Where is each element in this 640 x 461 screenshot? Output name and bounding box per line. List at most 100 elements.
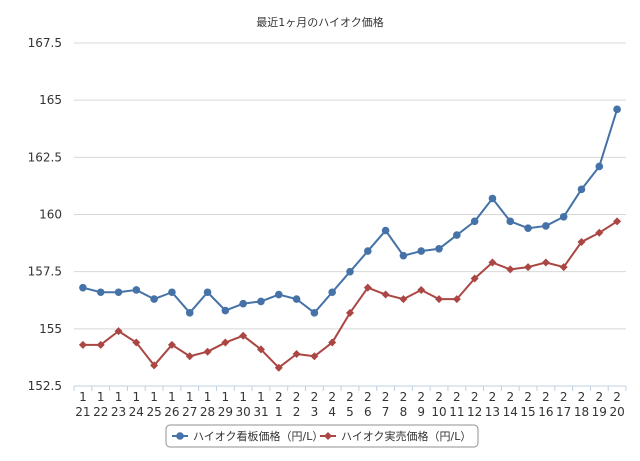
x-tick-label-month: 2 xyxy=(328,390,336,404)
x-tick-label-day: 15 xyxy=(520,405,535,419)
x-tick-label-day: 13 xyxy=(485,405,500,419)
x-tick-label-month: 2 xyxy=(382,390,390,404)
x-tick-label-month: 2 xyxy=(578,390,586,404)
legend-marker-circle xyxy=(176,432,184,440)
x-tick-label-day: 17 xyxy=(556,405,571,419)
x-tick-label-month: 2 xyxy=(471,390,479,404)
x-tick-label-month: 1 xyxy=(257,390,265,404)
series-1-point xyxy=(79,283,87,292)
y-tick-label: 162.5 xyxy=(28,150,62,164)
series-1-point xyxy=(257,297,265,306)
x-tick-label-month: 2 xyxy=(293,390,301,404)
x-tick-label-month: 1 xyxy=(168,390,176,404)
x-tick-label-month: 2 xyxy=(595,390,603,404)
legend-item-label: ハイオク看板価格（円/L） xyxy=(193,429,323,443)
series-1-point xyxy=(417,247,426,255)
series-1-point xyxy=(203,288,212,297)
y-tick-label: 157.5 xyxy=(28,265,62,279)
legend-marker-diamond xyxy=(324,432,332,440)
x-tick-label-day: 9 xyxy=(417,405,425,419)
series-layer xyxy=(78,105,622,372)
series-1-point xyxy=(524,224,532,233)
series-2-line xyxy=(82,220,618,369)
series-2-point xyxy=(96,340,105,349)
series-1-point xyxy=(506,217,515,226)
x-tick-label-month: 2 xyxy=(560,390,568,404)
series-2-point xyxy=(435,295,444,304)
series-1-point xyxy=(364,247,372,255)
x-tick-label-month: 1 xyxy=(97,390,105,404)
y-tick-label: 155 xyxy=(39,322,62,336)
x-tick-label-month: 2 xyxy=(506,390,514,404)
series-1-point xyxy=(114,288,123,297)
x-tick-label-month: 2 xyxy=(311,390,319,404)
x-tick-label-month: 2 xyxy=(524,390,532,404)
legend-item-label: ハイオク実売価格（円/L） xyxy=(341,429,471,443)
series-2-point xyxy=(221,338,230,347)
x-tick-label-month: 1 xyxy=(133,390,141,404)
series-2-point xyxy=(78,340,87,349)
y-tick-label: 160 xyxy=(39,208,62,222)
x-tick-label-day: 29 xyxy=(218,405,233,419)
series-2-point xyxy=(488,258,497,267)
series-1-line xyxy=(82,109,619,314)
y-tick-label: 167.5 xyxy=(28,36,62,50)
series-1-point xyxy=(381,226,390,235)
series-2-point xyxy=(524,263,533,272)
series-1-point xyxy=(435,245,443,253)
series-1-point xyxy=(542,222,550,230)
series-2-point xyxy=(363,283,372,292)
series-1-point xyxy=(274,290,283,299)
x-tick-label-day: 21 xyxy=(75,405,90,419)
y-axis-labels: 152.5 155 157.5 160 162.5 165 167.5 xyxy=(28,36,62,393)
x-tick-label-month: 1 xyxy=(186,390,194,404)
x-tick-label-month: 1 xyxy=(239,390,247,404)
x-tick-label-day: 14 xyxy=(503,405,518,419)
series-2-point xyxy=(203,347,212,356)
series-1-point xyxy=(328,288,336,297)
series-1-point xyxy=(577,185,586,194)
series-2-point xyxy=(114,327,123,336)
chart-title: 最近1ヶ月のハイオク価格 xyxy=(256,15,384,29)
series-1-point xyxy=(559,212,568,221)
series-2-point xyxy=(613,217,622,226)
series-1-point xyxy=(453,231,461,239)
x-tick-label-day: 30 xyxy=(236,405,251,419)
x-tick-label-day: 3 xyxy=(311,405,319,419)
series-1-point xyxy=(221,306,230,315)
x-tick-label-day: 8 xyxy=(400,405,408,419)
x-tick-label-month: 1 xyxy=(204,390,212,404)
series-2-point xyxy=(595,228,604,237)
x-tick-label-day: 4 xyxy=(328,405,336,419)
x-tick-label-day: 23 xyxy=(111,405,126,419)
series-2-point xyxy=(132,338,141,347)
x-tick-label-day: 25 xyxy=(146,405,161,419)
series-1-point xyxy=(613,105,621,114)
series-2-point xyxy=(381,290,390,299)
series-1 xyxy=(79,105,621,317)
x-tick-label-month: 1 xyxy=(150,390,158,404)
gridlines xyxy=(74,42,626,387)
series-2-point xyxy=(185,352,194,361)
series-2-point xyxy=(167,340,176,349)
series-1-point xyxy=(96,288,105,297)
series-2-point xyxy=(399,295,408,304)
x-tick-label-month: 2 xyxy=(613,390,621,404)
series-2-point xyxy=(470,274,479,283)
series-1-point xyxy=(595,162,604,171)
series-2-point xyxy=(292,349,301,358)
series-1-point xyxy=(185,309,194,317)
x-axis-labels: 1211221231241251261271281291301312122232… xyxy=(73,386,627,419)
series-1-point xyxy=(399,251,408,260)
series-1-point xyxy=(292,295,301,303)
x-tick-label-month: 1 xyxy=(115,390,123,404)
x-tick-label-day: 28 xyxy=(200,405,215,419)
series-2-point xyxy=(274,363,283,372)
series-2-point xyxy=(417,285,426,294)
series-2-point xyxy=(256,345,265,354)
series-2-point xyxy=(506,265,515,274)
x-tick-label-month: 2 xyxy=(542,390,550,404)
x-tick-label-month: 1 xyxy=(79,390,87,404)
x-tick-label-day: 31 xyxy=(253,405,268,419)
